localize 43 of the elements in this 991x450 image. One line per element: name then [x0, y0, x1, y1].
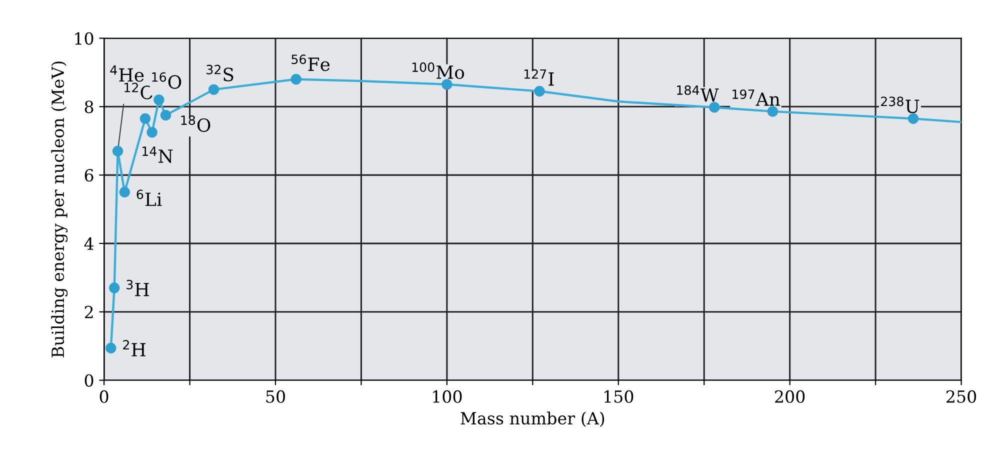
- annotation: $^{3}$H: [126, 280, 149, 296]
- point: [290, 74, 302, 85]
- point: [119, 186, 130, 198]
- annotation: $^{16}$O: [152, 72, 182, 89]
- annotation: $^{2}$H: [123, 340, 146, 356]
- annotation: $^{6}$Li: [136, 190, 162, 206]
- y-tick-label: 4: [84, 237, 94, 250]
- y-tick-label: 10: [75, 32, 94, 45]
- point: [442, 79, 452, 90]
- point: [908, 113, 919, 124]
- annotation: $^{18}$O: [181, 115, 210, 132]
- point: [108, 282, 120, 294]
- x-tick-label: 200: [775, 390, 805, 403]
- point: [767, 106, 778, 117]
- x-tick-label: 150: [604, 390, 634, 403]
- x-tick-label: 0: [100, 390, 108, 403]
- x-tick-label: 250: [946, 390, 976, 403]
- annotation: $^{184}$W: [677, 85, 719, 102]
- point: [154, 94, 164, 106]
- annotation: $^{56}$Fe: [292, 54, 330, 72]
- point: [140, 113, 151, 124]
- y-tick-label: 0: [84, 374, 94, 387]
- annotation: $^{4}$He: [110, 65, 144, 82]
- annotation: $^{238}$U: [881, 96, 920, 114]
- y-tick-label: 2: [84, 306, 93, 318]
- annotation: $^{197}$An: [732, 89, 780, 106]
- x-tick-label: 100: [433, 390, 462, 403]
- annotation: $^{32}$S: [206, 64, 234, 82]
- point: [208, 84, 220, 95]
- x-tick-label: 50: [266, 390, 285, 403]
- annotation: $^{100}$Mo: [412, 62, 464, 79]
- annotation: $^{14}$N: [142, 146, 173, 163]
- y-axis-title: Building energy per nucleon (MeV): [51, 62, 68, 358]
- point: [112, 146, 124, 156]
- point: [146, 126, 158, 138]
- point: [160, 110, 172, 121]
- x-axis-title: Mass number (A): [460, 412, 604, 427]
- y-tick-label: 8: [84, 100, 94, 114]
- annotation: $^{127}$I: [524, 69, 554, 86]
- point: [534, 86, 545, 97]
- point: [106, 342, 116, 354]
- point: [709, 102, 720, 113]
- y-tick-label: 6: [84, 169, 94, 182]
